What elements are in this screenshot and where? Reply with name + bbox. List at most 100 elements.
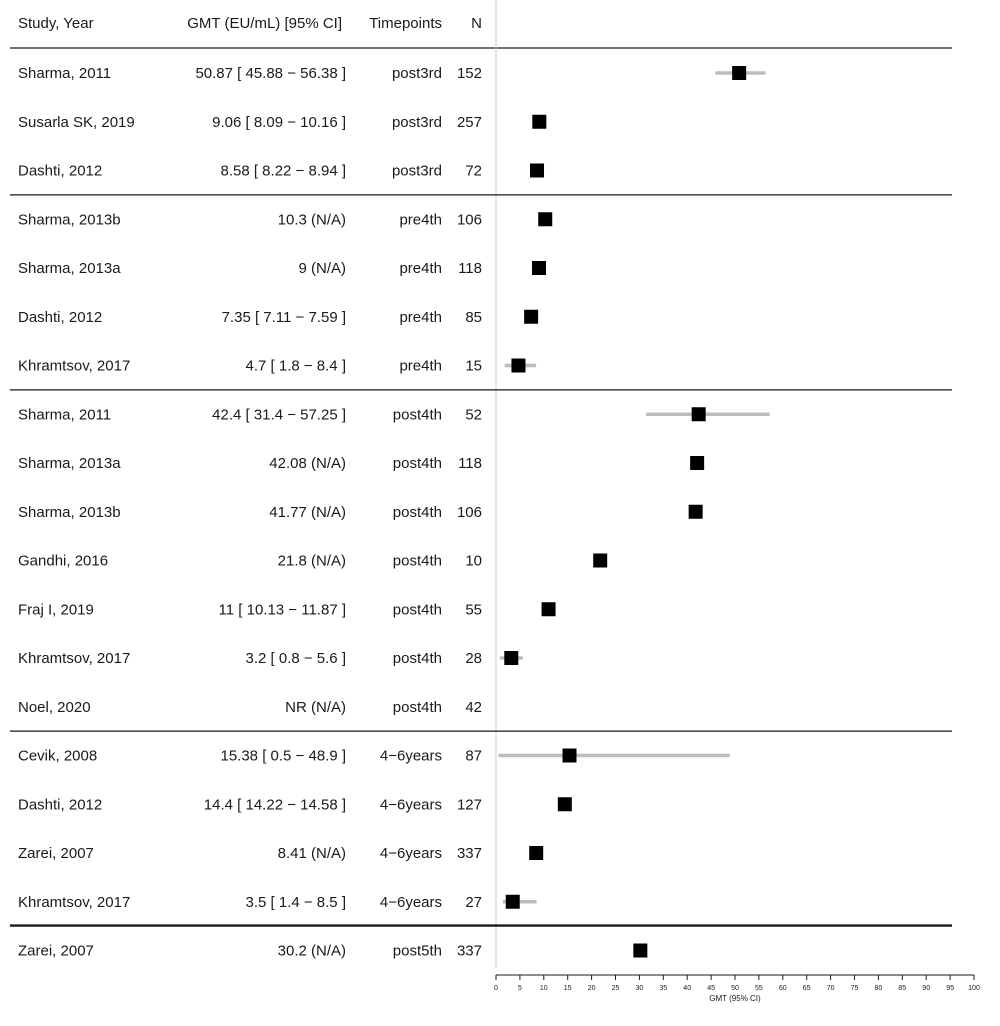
x-tick-label: 95: [946, 985, 954, 992]
x-tick-label: 50: [731, 985, 739, 992]
study-label: Sharma, 2011: [18, 406, 111, 423]
gmt-value: 8.58 [ 8.22 − 8.94 ]: [220, 163, 346, 180]
timepoint-label: post4th: [393, 601, 442, 618]
sample-size: 87: [465, 748, 482, 765]
point-estimate: [538, 212, 553, 227]
study-label: Khramtsov, 2017: [18, 894, 130, 911]
gmt-value: 50.87 [ 45.88 − 56.38 ]: [195, 65, 346, 82]
point-estimate: [541, 602, 556, 617]
x-tick-label: 65: [803, 985, 811, 992]
point-estimate: [562, 748, 577, 763]
header-gmt: GMT (EU/mL) [95% CI]: [187, 15, 342, 32]
header-timepoints: Timepoints: [369, 15, 442, 32]
study-label: Sharma, 2013a: [18, 260, 121, 277]
study-label: Dashti, 2012: [18, 309, 102, 326]
point-estimate: [688, 504, 703, 519]
timepoint-label: pre4th: [399, 260, 442, 277]
point-estimate: [530, 163, 545, 178]
study-label: Fraj I, 2019: [18, 601, 94, 618]
x-tick-label: 80: [875, 985, 883, 992]
timepoint-label: post4th: [393, 699, 442, 716]
study-label: Khramtsov, 2017: [18, 358, 130, 375]
sample-size: 257: [457, 114, 482, 131]
timepoint-label: 4−6years: [380, 894, 442, 911]
study-label: Cevik, 2008: [18, 748, 97, 765]
sample-size: 127: [457, 796, 482, 813]
gmt-value: 15.38 [ 0.5 − 48.9 ]: [220, 748, 346, 765]
timepoint-label: post3rd: [392, 163, 442, 180]
point-estimate: [505, 894, 520, 909]
study-label: Dashti, 2012: [18, 796, 102, 813]
point-estimate: [511, 358, 526, 373]
gmt-value: 30.2 (N/A): [278, 943, 346, 960]
sample-size: 42: [465, 699, 482, 716]
gmt-value: 10.3 (N/A): [278, 211, 346, 228]
x-tick-label: 55: [755, 985, 763, 992]
point-estimate: [529, 846, 544, 860]
x-tick-label: 0: [494, 985, 498, 992]
point-estimate: [633, 943, 648, 958]
x-tick-label: 100: [968, 985, 980, 992]
sample-size: 85: [465, 309, 482, 326]
x-tick-label: 90: [922, 985, 930, 992]
sample-size: 72: [465, 163, 482, 180]
timepoint-label: pre4th: [399, 358, 442, 375]
timepoint-label: 4−6years: [380, 796, 442, 813]
gmt-value: 8.41 (N/A): [278, 845, 346, 862]
study-label: Gandhi, 2016: [18, 553, 108, 570]
point-estimate: [690, 456, 705, 470]
sample-size: 152: [457, 65, 482, 82]
x-tick-label: 25: [612, 985, 620, 992]
gmt-value: 3.2 [ 0.8 − 5.6 ]: [246, 650, 347, 667]
x-tick-label: 60: [779, 985, 787, 992]
sample-size: 28: [465, 650, 482, 667]
sample-size: 106: [457, 504, 482, 521]
timepoint-label: post4th: [393, 455, 442, 472]
point-estimate: [532, 261, 547, 275]
x-axis-label: GMT (95% CI): [709, 994, 761, 1003]
x-tick-label: 70: [827, 985, 835, 992]
gmt-value: 3.5 [ 1.4 − 8.5 ]: [246, 894, 347, 911]
timepoint-label: post4th: [393, 504, 442, 521]
x-tick-label: 40: [683, 985, 691, 992]
timepoint-label: post3rd: [392, 65, 442, 82]
sample-size: 52: [465, 406, 482, 423]
study-label: Susarla SK, 2019: [18, 114, 135, 131]
point-estimate: [524, 309, 539, 324]
point-estimate: [691, 407, 706, 422]
gmt-value: 7.35 [ 7.11 − 7.59 ]: [222, 309, 346, 326]
point-estimate: [532, 114, 547, 129]
sample-size: 118: [458, 455, 482, 472]
timepoint-label: post4th: [393, 650, 442, 667]
sample-size: 10: [465, 553, 482, 570]
study-label: Sharma, 2013b: [18, 504, 121, 521]
study-label: Zarei, 2007: [18, 943, 94, 960]
x-tick-label: 45: [707, 985, 715, 992]
x-tick-label: 15: [564, 985, 572, 992]
gmt-value: 42.08 (N/A): [269, 455, 346, 472]
timepoint-label: 4−6years: [380, 845, 442, 862]
sample-size: 337: [457, 845, 482, 862]
x-tick-label: 75: [851, 985, 859, 992]
x-tick-label: 10: [540, 985, 548, 992]
gmt-value: 41.77 (N/A): [269, 504, 346, 521]
gmt-value: 4.7 [ 1.8 − 8.4 ]: [246, 358, 347, 375]
timepoint-label: post4th: [393, 553, 442, 570]
study-label: Khramtsov, 2017: [18, 650, 130, 667]
study-label: Sharma, 2011: [18, 65, 111, 82]
timepoint-label: pre4th: [399, 309, 442, 326]
study-label: Sharma, 2013b: [18, 211, 121, 228]
sample-size: 55: [465, 601, 482, 618]
timepoint-label: post4th: [393, 406, 442, 423]
x-tick-label: 85: [898, 985, 906, 992]
point-estimate: [504, 651, 519, 665]
sample-size: 27: [465, 894, 482, 911]
x-tick-label: 5: [518, 985, 522, 992]
x-tick-label: 30: [636, 985, 644, 992]
gmt-value: 9 (N/A): [298, 260, 346, 277]
sample-size: 106: [457, 211, 482, 228]
point-estimate: [593, 553, 608, 568]
sample-size: 118: [458, 260, 482, 277]
x-tick-label: 20: [588, 985, 596, 992]
header-n: N: [471, 15, 482, 32]
